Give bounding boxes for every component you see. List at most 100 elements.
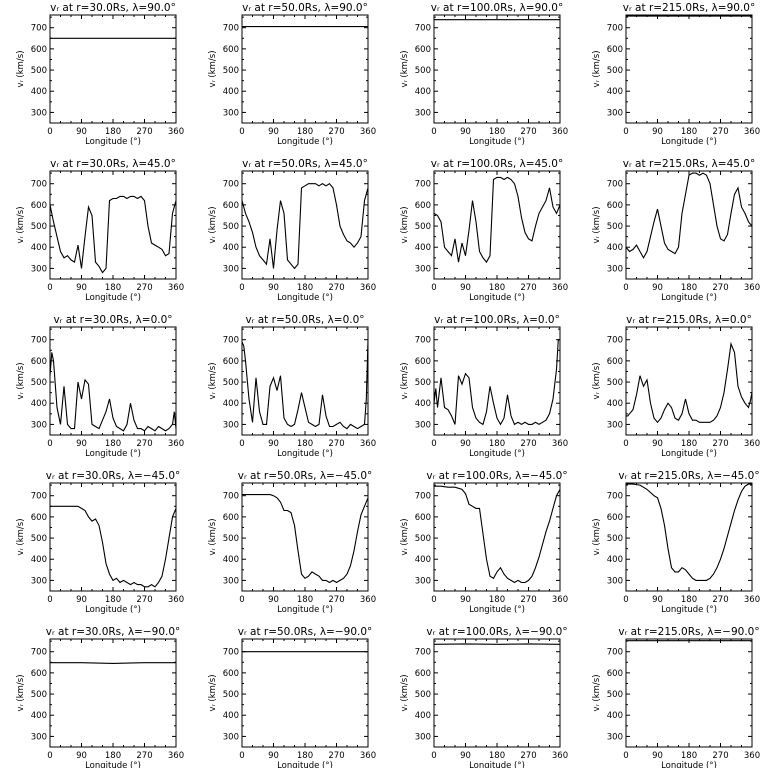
x-axis-label: Longitude (°): [277, 605, 333, 615]
x-tick-label: 0: [239, 439, 244, 449]
plot-frame: [626, 639, 752, 747]
x-tick-label: 180: [297, 127, 313, 137]
x-axis-label: Longitude (°): [469, 449, 525, 459]
y-tick-label: 300: [415, 576, 431, 586]
y-tick-label: 500: [415, 690, 431, 700]
x-axis-label: Longitude (°): [277, 293, 333, 303]
y-tick-label: 400: [415, 399, 431, 409]
y-axis-label: vᵣ (km/s): [208, 50, 218, 87]
y-tick-label: 600: [223, 513, 239, 523]
x-tick-label: 360: [744, 283, 760, 293]
x-tick-label: 270: [328, 751, 344, 761]
x-tick-label: 180: [489, 283, 505, 293]
x-tick-label: 90: [460, 283, 471, 293]
panel-title: vᵣ at r=215.0Rs, λ=−90.0°: [618, 626, 759, 638]
x-tick-label: 0: [239, 283, 244, 293]
y-tick-label: 400: [415, 87, 431, 97]
y-tick-label: 400: [31, 711, 47, 721]
x-tick-label: 270: [136, 127, 152, 137]
x-tick-label: 180: [681, 595, 697, 605]
x-tick-label: 270: [520, 283, 536, 293]
y-tick-label: 300: [31, 108, 47, 118]
y-tick-label: 500: [223, 66, 239, 76]
x-axis-label: Longitude (°): [469, 293, 525, 303]
panel-title: vᵣ at r=100.0Rs, λ=90.0°: [431, 2, 563, 14]
plot-frame: [242, 171, 368, 279]
x-tick-label: 270: [136, 439, 152, 449]
y-tick-label: 400: [415, 711, 431, 721]
plot-frame: [434, 639, 560, 747]
x-tick-label: 180: [105, 127, 121, 137]
y-tick-label: 300: [31, 576, 47, 586]
x-tick-label: 90: [652, 751, 663, 761]
x-tick-label: 270: [712, 439, 728, 449]
y-axis-label: vᵣ (km/s): [16, 518, 26, 555]
y-tick-label: 600: [31, 513, 47, 523]
y-tick-label: 500: [31, 66, 47, 76]
y-axis-label: vᵣ (km/s): [592, 362, 602, 399]
series-line: [626, 484, 752, 580]
x-tick-label: 180: [297, 283, 313, 293]
x-tick-label: 360: [744, 751, 760, 761]
y-tick-label: 600: [415, 513, 431, 523]
series-line: [626, 173, 752, 258]
x-tick-label: 0: [47, 751, 52, 761]
y-tick-label: 500: [607, 534, 623, 544]
y-tick-label: 700: [223, 24, 239, 34]
y-tick-label: 600: [223, 669, 239, 679]
x-tick-label: 0: [623, 439, 628, 449]
x-axis-label: Longitude (°): [85, 605, 141, 615]
y-tick-label: 700: [31, 336, 47, 346]
panel-title: vᵣ at r=215.0Rs, λ=−45.0°: [618, 470, 759, 482]
y-tick-label: 300: [607, 108, 623, 118]
x-axis-label: Longitude (°): [469, 605, 525, 615]
x-tick-label: 180: [297, 595, 313, 605]
y-axis-label: vᵣ (km/s): [592, 50, 602, 87]
series-line: [50, 352, 176, 430]
x-tick-label: 360: [744, 595, 760, 605]
y-tick-label: 600: [223, 357, 239, 367]
y-tick-label: 700: [607, 180, 623, 190]
x-tick-label: 90: [652, 127, 663, 137]
x-tick-label: 360: [744, 439, 760, 449]
y-tick-label: 600: [415, 45, 431, 55]
x-tick-label: 180: [681, 751, 697, 761]
x-tick-label: 90: [460, 439, 471, 449]
x-tick-label: 0: [239, 595, 244, 605]
x-tick-label: 360: [552, 439, 568, 449]
x-tick-label: 0: [431, 751, 436, 761]
x-tick-label: 180: [297, 751, 313, 761]
series-line: [242, 184, 368, 269]
x-tick-label: 270: [328, 595, 344, 605]
x-tick-label: 90: [76, 283, 87, 293]
y-tick-label: 700: [31, 492, 47, 502]
series-line: [50, 196, 176, 272]
plot-frame: [50, 639, 176, 747]
y-tick-label: 500: [31, 222, 47, 232]
x-tick-label: 180: [681, 127, 697, 137]
x-axis-label: Longitude (°): [277, 761, 333, 768]
x-axis-label: Longitude (°): [277, 137, 333, 147]
x-tick-label: 90: [652, 439, 663, 449]
y-tick-label: 700: [31, 180, 47, 190]
x-tick-label: 90: [460, 751, 471, 761]
panel-title: vᵣ at r=30.0Rs, λ=45.0°: [50, 158, 176, 170]
y-tick-label: 400: [607, 399, 623, 409]
y-axis-label: vᵣ (km/s): [16, 674, 26, 711]
x-tick-label: 90: [268, 127, 279, 137]
y-tick-label: 700: [223, 180, 239, 190]
series-line: [434, 486, 560, 582]
panel-title: vᵣ at r=215.0Rs, λ=0.0°: [626, 314, 752, 326]
y-tick-label: 700: [223, 336, 239, 346]
y-tick-label: 500: [415, 378, 431, 388]
y-tick-label: 700: [415, 648, 431, 658]
x-tick-label: 0: [623, 127, 628, 137]
x-tick-label: 270: [520, 439, 536, 449]
